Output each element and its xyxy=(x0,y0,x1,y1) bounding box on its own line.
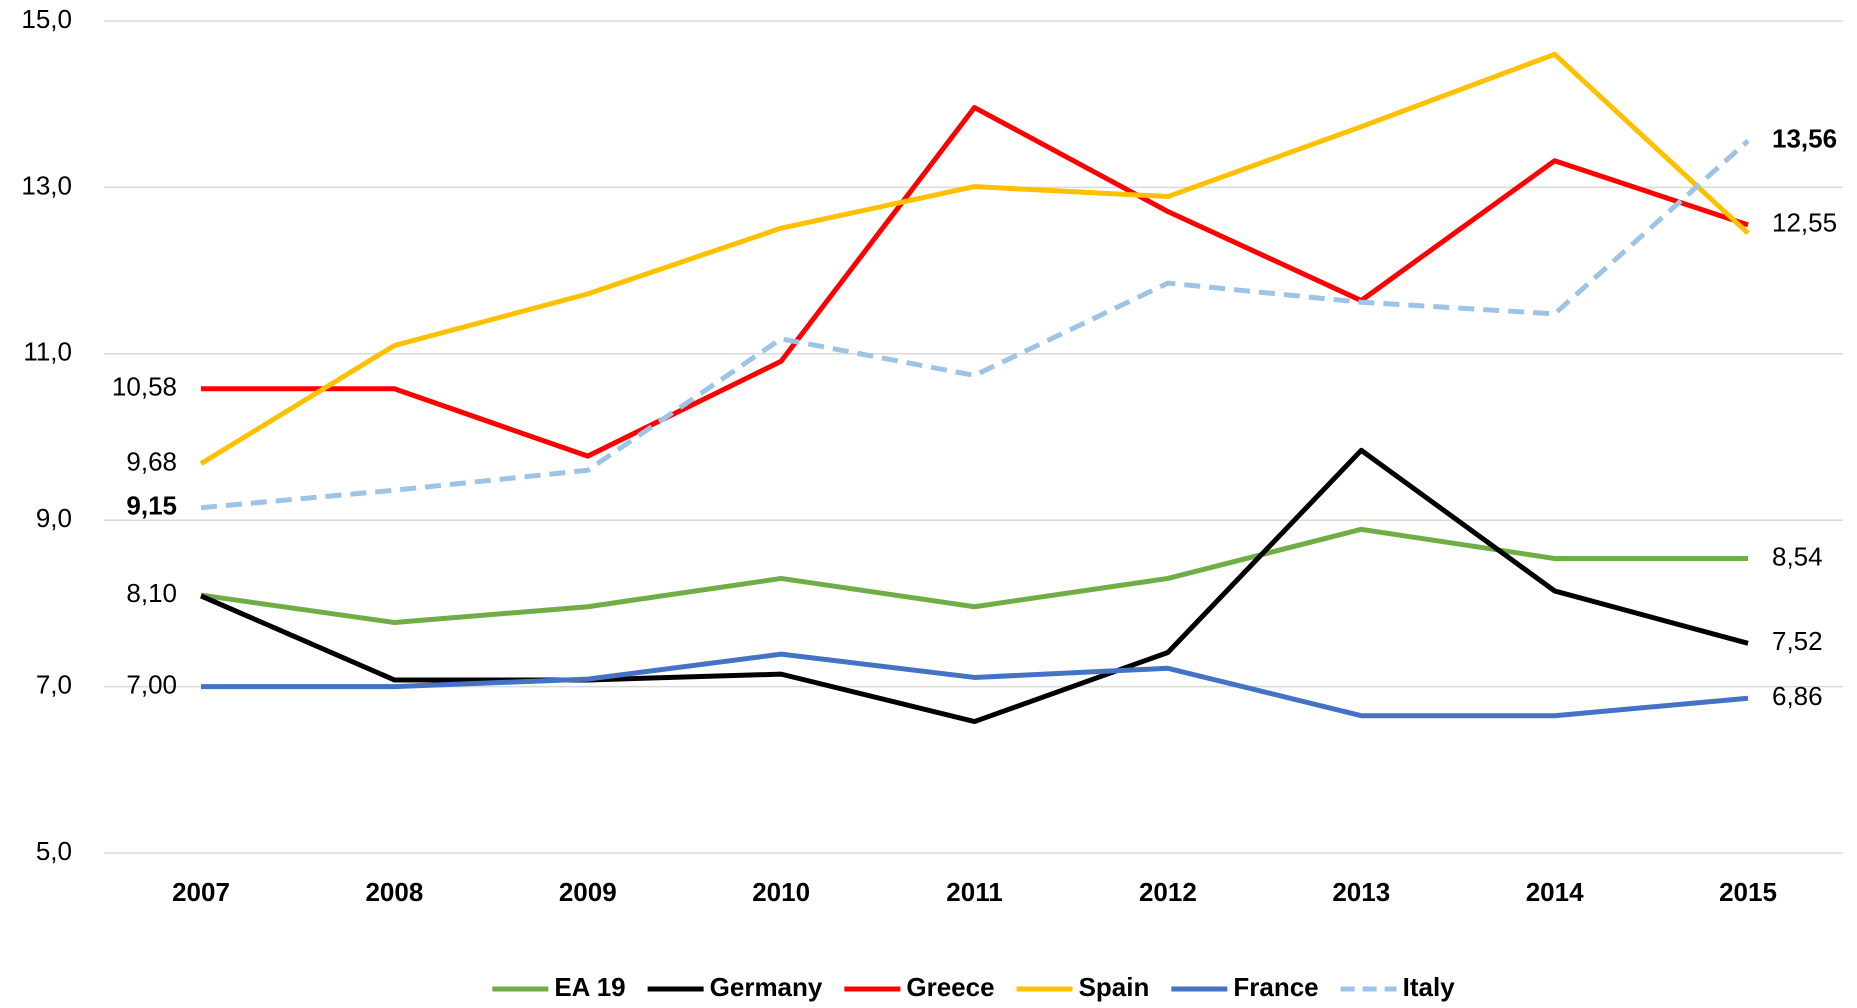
data-label: 10,58 xyxy=(112,372,177,402)
data-label: 8,10 xyxy=(126,578,177,608)
x-tick-label: 2015 xyxy=(1719,877,1777,907)
data-label: 7,52 xyxy=(1772,626,1823,656)
y-tick-label: 11,0 xyxy=(23,337,72,367)
x-tick-label: 2013 xyxy=(1332,877,1390,907)
data-label: 13,56 xyxy=(1772,124,1837,154)
series-line xyxy=(201,651,1749,719)
data-label: 9,15 xyxy=(126,491,177,521)
series-line xyxy=(200,526,1748,626)
legend-label: EA 19 xyxy=(554,972,625,1002)
y-tick-label: 15,0 xyxy=(21,4,72,34)
x-tick-label: 2014 xyxy=(1526,877,1584,907)
y-tick-label: 7,0 xyxy=(36,669,72,699)
data-label: 6,86 xyxy=(1772,681,1823,711)
series-line xyxy=(199,51,1750,466)
legend: EA 19 Germany Greece Spain France Italy xyxy=(492,972,1455,1002)
legend-label: Spain xyxy=(1079,972,1150,1002)
x-tick-label: 2009 xyxy=(559,877,617,907)
x-tick-label: 2008 xyxy=(365,877,423,907)
data-label: 12,55 xyxy=(1772,208,1837,238)
x-tick-label: 2012 xyxy=(1139,877,1197,907)
x-tick-label: 2011 xyxy=(946,877,1002,907)
data-label: 7,00 xyxy=(126,669,177,699)
series-line xyxy=(200,447,1749,725)
legend-label: France xyxy=(1233,972,1318,1002)
x-tick-label: 2007 xyxy=(172,877,230,907)
x-tick-label: 2010 xyxy=(752,877,810,907)
y-tick-label: 5,0 xyxy=(36,836,72,866)
legend-label: Germany xyxy=(710,972,823,1002)
legend-label: Italy xyxy=(1403,972,1456,1002)
y-tick-label: 9,0 xyxy=(36,503,72,533)
series-line xyxy=(200,138,1750,511)
data-label: 9,68 xyxy=(126,446,177,476)
y-tick-label: 13,0 xyxy=(21,170,72,200)
legend-label: Greece xyxy=(906,972,994,1002)
data-label: 8,54 xyxy=(1772,541,1823,571)
series-line xyxy=(201,105,1749,459)
